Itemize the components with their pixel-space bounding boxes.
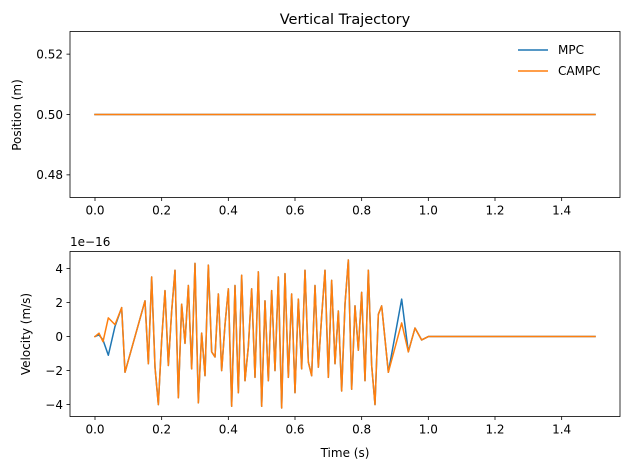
offset-text: 1e−16 <box>70 235 110 249</box>
plot-area: 0.0 0.2 0.4 0.6 0.8 1.0 1.2 1.4 0.48 0.50 0.52 <box>36 47 596 218</box>
x-axis-label: Time (s) <box>320 446 370 460</box>
velocity-chart: 1e−16 Velocity (m/s) Time (s) 0.0 0.2 0.4 0… <box>19 235 621 460</box>
y-tick-label: 0.52 <box>36 47 63 61</box>
x-tick-label: 1.0 <box>419 423 438 437</box>
x-tick-label: 1.4 <box>552 423 571 437</box>
chart-title: Vertical Trajectory <box>280 12 411 28</box>
x-tick-label: 0.2 <box>152 423 171 437</box>
legend-label-campc: CAMPC <box>558 64 601 78</box>
axes-frame <box>69 251 621 417</box>
y-tick-label: 4 <box>55 262 63 276</box>
x-tick-label: 0.2 <box>152 204 171 218</box>
y-tick-label: −4 <box>45 398 63 412</box>
y-tick-label: 0.50 <box>36 108 63 122</box>
y-axis-label: Position (m) <box>10 79 24 151</box>
position-chart: Vertical Trajectory Position (m) 0.0 0.2 0… <box>10 12 621 218</box>
legend: MPC CAMPC <box>518 43 601 78</box>
x-tick-label: 0.4 <box>219 423 238 437</box>
x-tick-label: 0.4 <box>219 204 238 218</box>
x-tick-label: 1.4 <box>552 204 571 218</box>
y-axis-label: Velocity (m/s) <box>19 293 33 375</box>
series-line-campc <box>93 259 596 409</box>
x-tick-label: 1.0 <box>419 204 438 218</box>
x-tick-label: 1.2 <box>485 204 504 218</box>
x-tick-label: 0.8 <box>352 423 371 437</box>
x-tick-label: 0.6 <box>285 204 304 218</box>
x-tick-label: 0.0 <box>85 423 104 437</box>
legend-label-mpc: MPC <box>558 43 584 57</box>
plot-area: 0.0 0.2 0.4 0.6 0.8 1.0 1.2 1.4 −4 −2 0 2 4 <box>45 259 596 437</box>
axes-frame <box>69 31 621 198</box>
y-tick-label: −2 <box>45 364 63 378</box>
x-tick-label: 0.8 <box>352 204 371 218</box>
x-tick-label: 1.2 <box>485 423 504 437</box>
x-tick-label: 0.0 <box>85 204 104 218</box>
y-tick-label: 2 <box>55 296 63 310</box>
x-tick-label: 0.6 <box>285 423 304 437</box>
y-tick-label: 0 <box>55 330 63 344</box>
y-tick-label: 0.48 <box>36 168 63 182</box>
